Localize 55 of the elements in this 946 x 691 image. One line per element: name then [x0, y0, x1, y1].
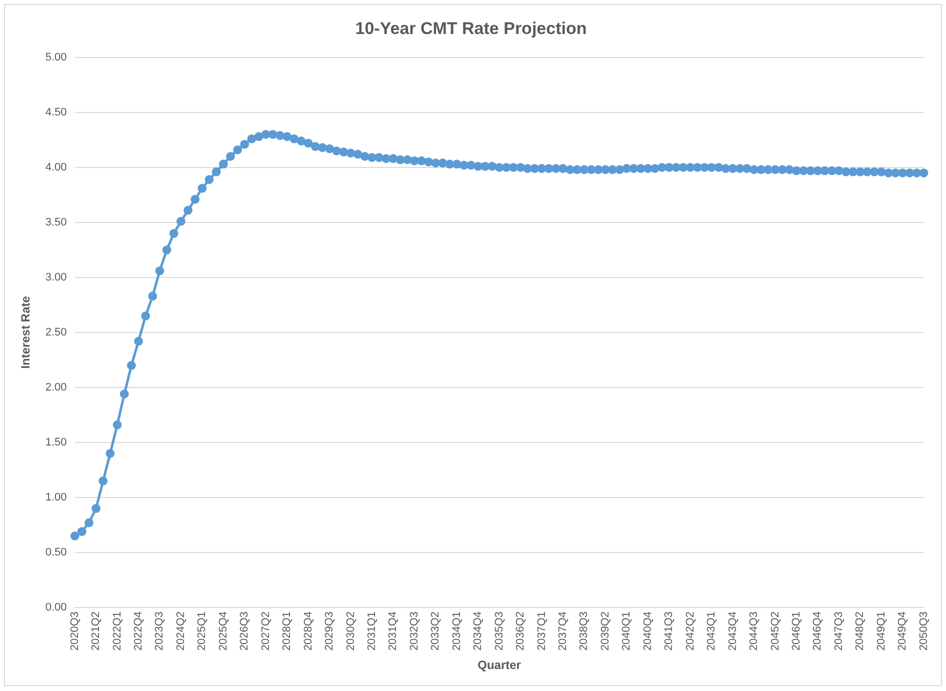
x-tick-label: 2025Q1	[196, 611, 208, 651]
x-tick-label: 2037Q4	[557, 611, 570, 651]
x-tick-label: 2040Q4	[642, 611, 654, 651]
x-tick-label: 2022Q4	[132, 611, 145, 651]
x-axis-title: Quarter	[478, 658, 522, 672]
x-tick-label: 2027Q2	[260, 611, 272, 651]
x-tick-label: 2043Q1	[706, 611, 718, 651]
x-tick-label: 2030Q2	[344, 611, 357, 651]
x-tick-label: 2033Q2	[430, 611, 442, 651]
y-tick-label: 2.00	[45, 381, 67, 394]
x-tick-label: 2039Q2	[599, 611, 612, 651]
chart-title: 10-Year CMT Rate Projection	[355, 18, 587, 38]
x-tick-label: 2021Q2	[90, 611, 102, 651]
x-tick-label: 2020Q3	[68, 611, 81, 651]
x-tick-label: 2049Q1	[875, 611, 888, 651]
y-tick-label: 3.50	[45, 216, 67, 228]
x-tick-label: 2041Q3	[663, 611, 676, 651]
x-tick-label: 2034Q1	[450, 611, 463, 651]
y-tick-label: 1.50	[45, 436, 67, 448]
x-tick-label: 2022Q1	[111, 611, 124, 651]
x-tick-label: 2028Q4	[302, 611, 314, 651]
x-tick-label: 2026Q3	[238, 611, 251, 651]
y-tick-label: 3.00	[45, 271, 67, 284]
x-tick-label: 2046Q4	[812, 611, 824, 651]
y-tick-label: 0.50	[45, 546, 67, 558]
x-tick-label: 2023Q3	[154, 611, 166, 651]
x-tick-label: 2031Q1	[366, 611, 378, 651]
x-tick-label: 2035Q3	[493, 611, 506, 651]
y-axis-title: Interest Rate	[18, 296, 33, 369]
x-tick-label: 2043Q4	[726, 611, 739, 651]
x-tick-label: 2029Q3	[324, 611, 336, 651]
x-tick-label: 2032Q3	[408, 611, 420, 651]
x-tick-label: 2037Q1	[536, 611, 548, 651]
x-tick-label: 2040Q1	[620, 611, 633, 651]
x-tick-label: 2034Q4	[472, 611, 484, 651]
y-tick-label: 1.00	[45, 491, 67, 504]
y-tick-label: 4.50	[45, 106, 67, 118]
x-tick-label: 2042Q2	[684, 611, 696, 651]
x-tick-label: 2025Q4	[217, 611, 230, 651]
x-tick-label: 2036Q2	[514, 611, 527, 651]
x-tick-label: 2047Q3	[832, 611, 845, 651]
x-tick-label: 2045Q2	[769, 611, 782, 651]
x-tick-label: 2048Q2	[854, 611, 866, 651]
x-tick-label: 2024Q2	[174, 611, 187, 651]
x-tick-label: 2049Q4	[896, 611, 909, 651]
x-tick-label: 2050Q3	[918, 611, 930, 651]
y-tick-label: 0.00	[45, 601, 67, 614]
x-tick-label: 2046Q1	[790, 611, 802, 651]
y-tick-label: 2.50	[45, 326, 67, 338]
x-tick-label: 2044Q3	[748, 611, 760, 651]
y-tick-label: 4.00	[45, 161, 67, 174]
x-tick-label: 2028Q1	[281, 611, 294, 651]
y-tick-label: 5.00	[45, 51, 67, 64]
x-tick-label: 2038Q3	[578, 611, 590, 651]
x-tick-label: 2031Q4	[387, 611, 400, 651]
